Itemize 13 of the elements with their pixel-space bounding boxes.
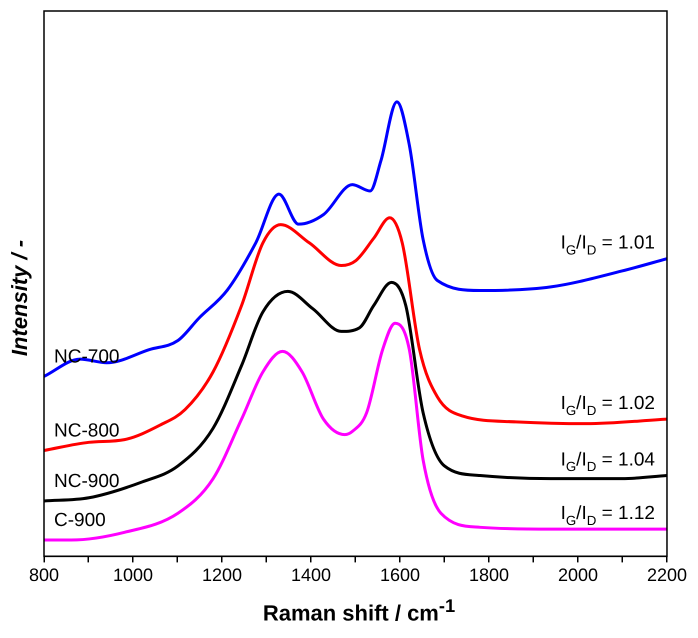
x-tick-label: 1800	[468, 565, 510, 586]
x-tick-label: 1200	[202, 565, 242, 586]
x-tick-label: 1400	[290, 565, 332, 586]
series-label: NC-800	[54, 420, 120, 442]
series-label: C-900	[54, 510, 106, 532]
x-tick-label: 2200	[646, 565, 687, 586]
y-axis-title: Intensity / -	[7, 240, 33, 356]
x-tick-label: 1600	[380, 565, 420, 586]
series-label: NC-900	[54, 470, 120, 492]
x-tick-label: 800	[28, 565, 60, 586]
x-tick-label: 2000	[558, 565, 598, 586]
x-axis-title: Raman shift / cm$^{-1}$	[262, 594, 456, 626]
x-tick-label: 1000	[112, 565, 154, 586]
